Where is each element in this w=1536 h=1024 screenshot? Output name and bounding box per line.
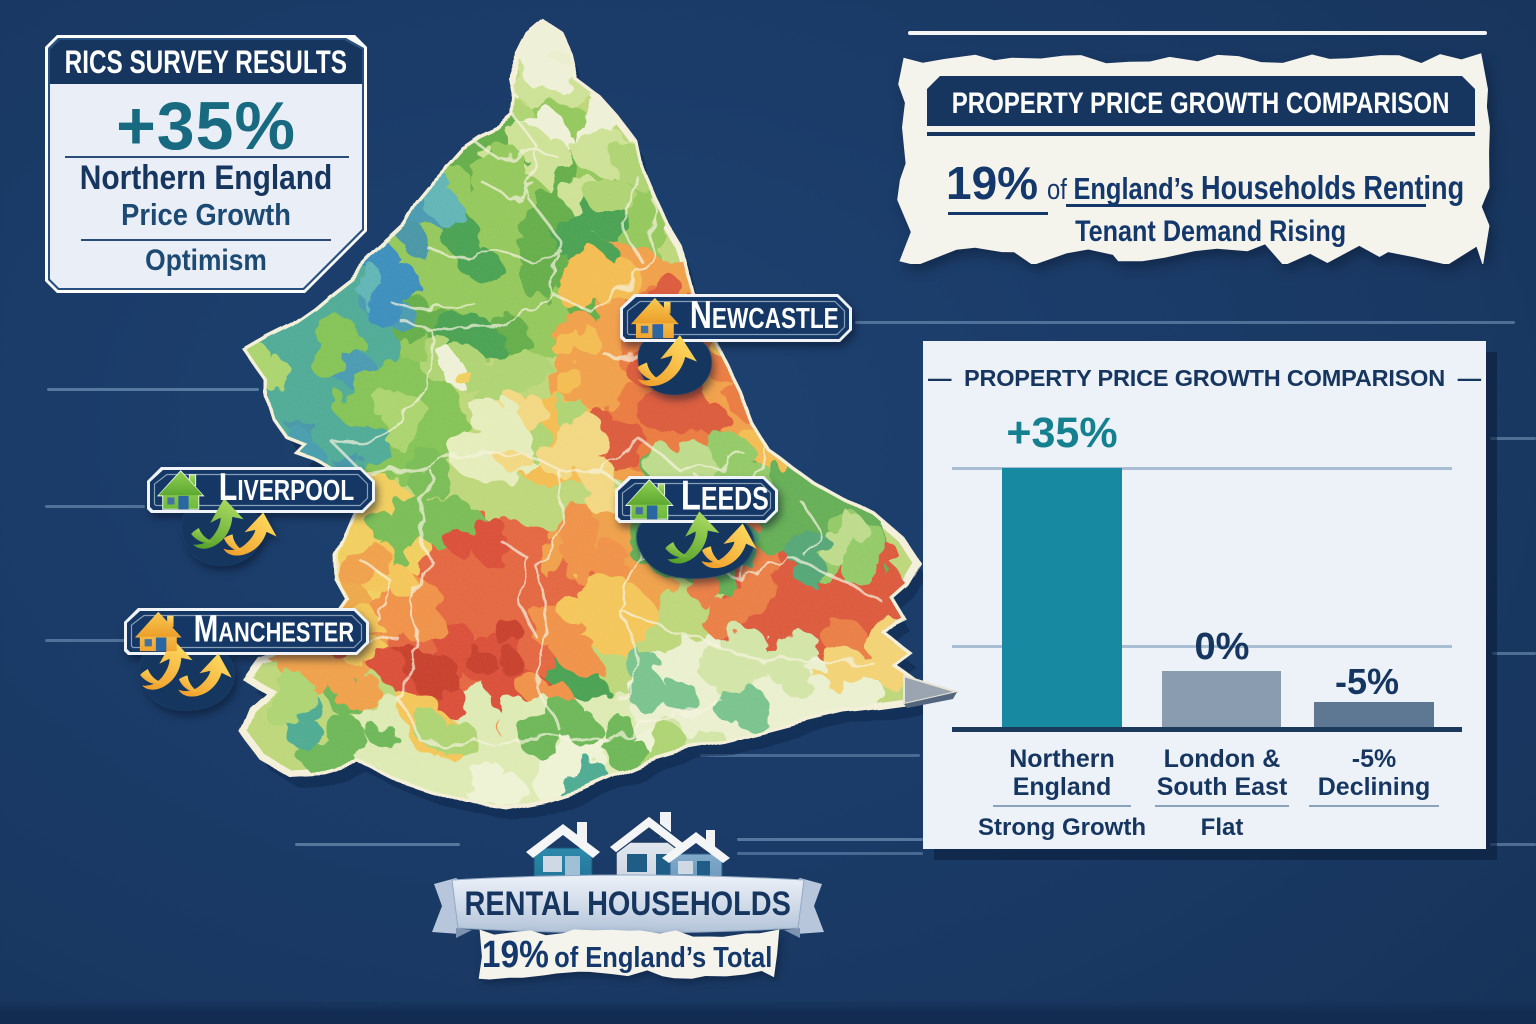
svg-text:MANCHESTER: MANCHESTER	[194, 608, 355, 650]
svg-text:NEWCASTLE: NEWCASTLE	[690, 293, 839, 336]
svg-text:LEEDS: LEEDS	[681, 474, 769, 518]
svg-text:19%of England’s Total: 19% of England’s Total	[482, 933, 772, 975]
svg-text:RICS SURVEY RESULTS: RICS SURVEY RESULTS	[65, 45, 347, 81]
svg-text:Optimism: Optimism	[145, 244, 267, 276]
svg-text:RENTAL HOUSEHOLDS: RENTAL HOUSEHOLDS	[465, 884, 791, 923]
svg-text:Northern England: Northern England	[80, 160, 333, 196]
svg-text:PROPERTY PRICE GROWTH COMPARIS: PROPERTY PRICE GROWTH COMPARISON	[952, 85, 1450, 119]
svg-text:Price Growth: Price Growth	[121, 198, 291, 232]
svg-text:Tenant Demand Rising: Tenant Demand Rising	[1075, 214, 1346, 247]
svg-text:LIVERPOOL: LIVERPOOL	[219, 465, 355, 508]
